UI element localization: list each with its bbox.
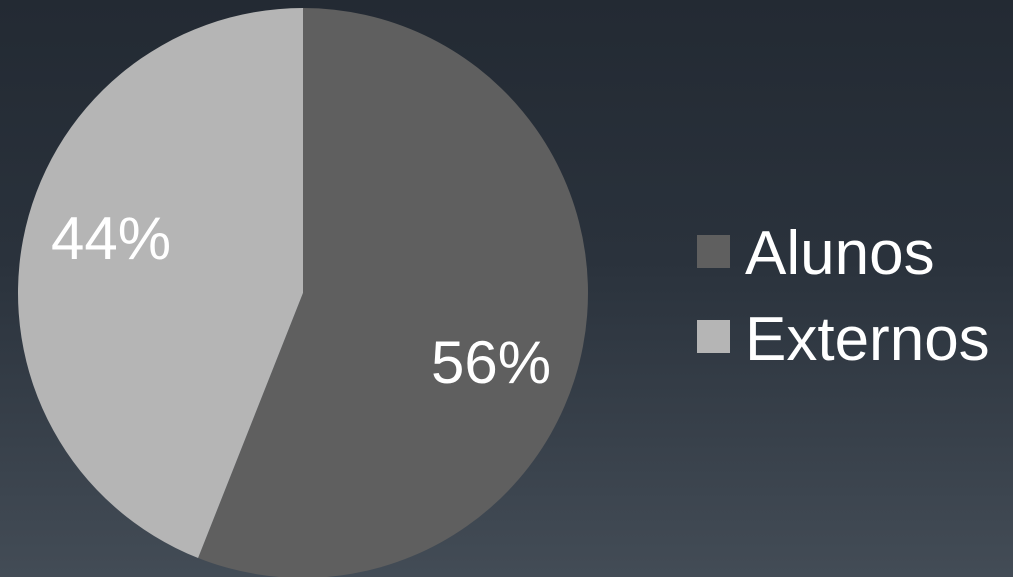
legend-label-alunos: Alunos <box>745 219 935 288</box>
slice-label-alunos: 56% <box>431 329 551 396</box>
legend-swatch-alunos <box>697 235 730 268</box>
legend-entry-alunos: Alunos <box>697 219 935 288</box>
slice-label-externos: 44% <box>51 205 171 272</box>
pie-slice-externos <box>17 8 303 558</box>
pie-slice-alunos <box>198 8 588 577</box>
pie-slices <box>17 8 588 577</box>
legend: Alunos Externos <box>697 219 990 374</box>
legend-entry-externos: Externos <box>697 305 990 374</box>
legend-label-externos: Externos <box>745 305 990 374</box>
legend-swatch-externos <box>697 320 730 353</box>
pie-slice-labels: 56% 44% <box>51 205 551 396</box>
